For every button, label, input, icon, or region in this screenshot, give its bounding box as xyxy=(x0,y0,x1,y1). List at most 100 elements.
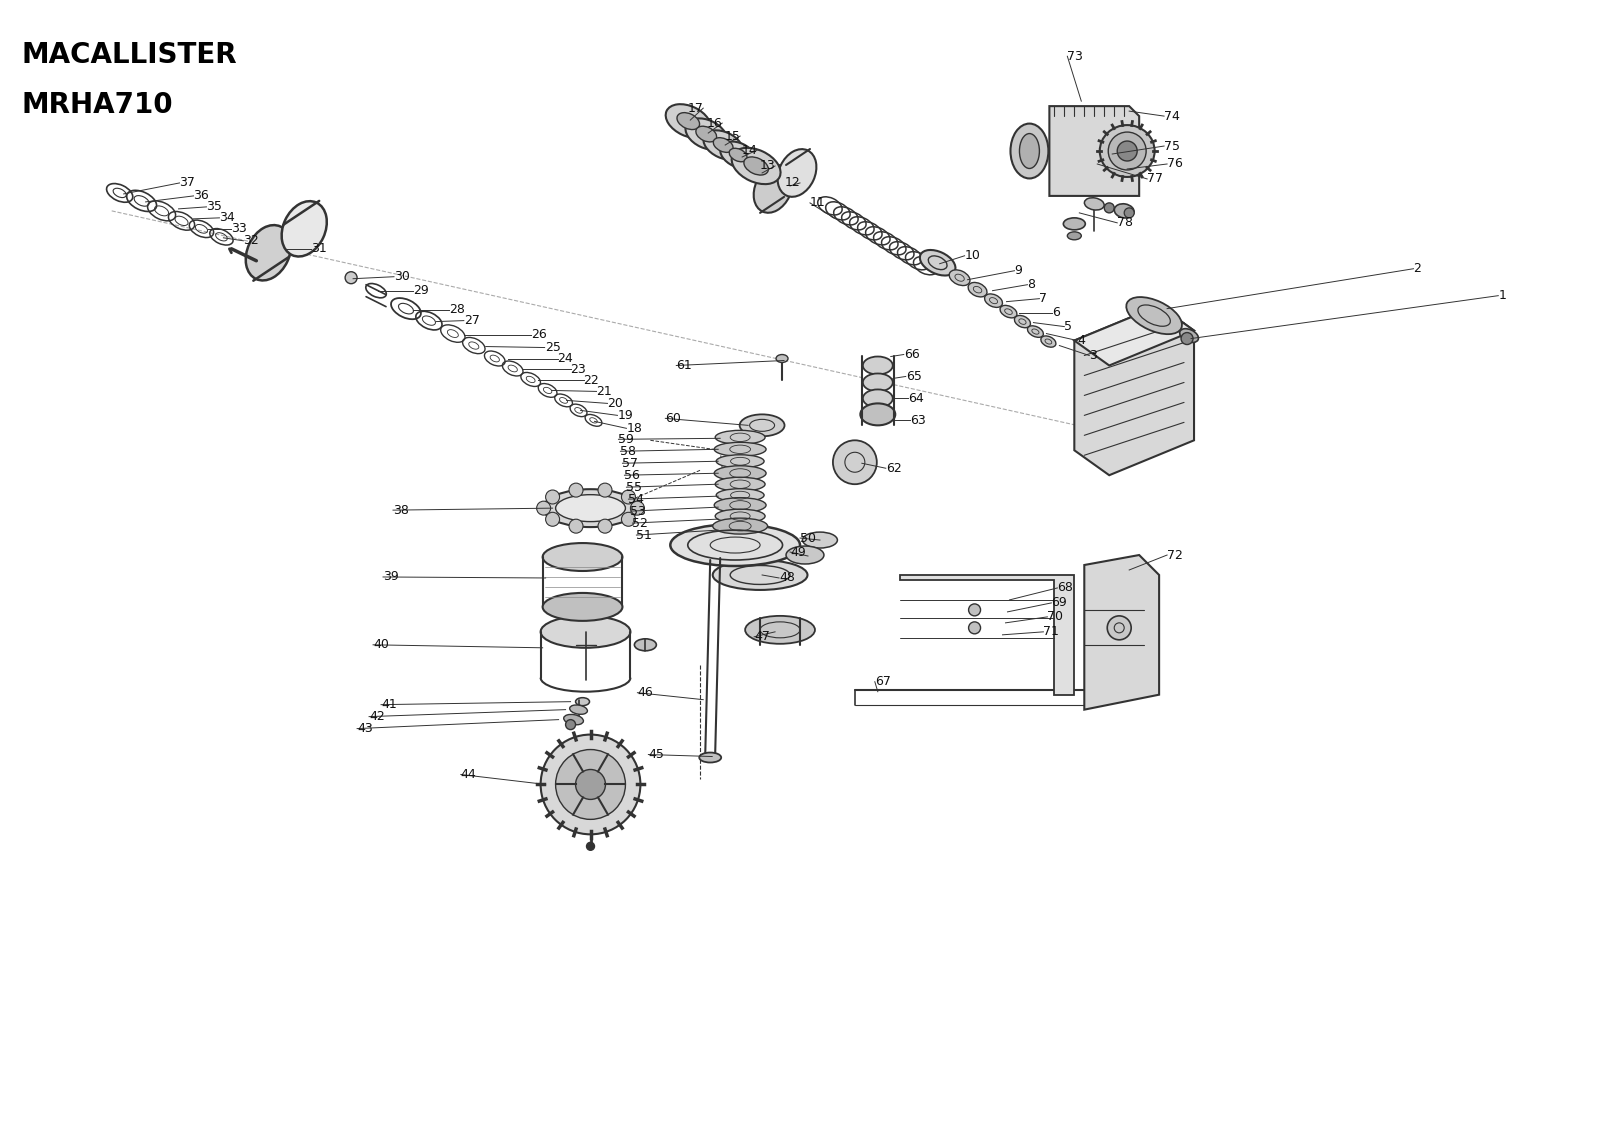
Text: 71: 71 xyxy=(1043,625,1059,638)
Circle shape xyxy=(570,519,582,533)
Ellipse shape xyxy=(714,442,766,457)
Polygon shape xyxy=(899,575,1074,695)
Ellipse shape xyxy=(730,148,747,162)
Text: 78: 78 xyxy=(1117,216,1133,229)
Ellipse shape xyxy=(717,454,765,468)
Circle shape xyxy=(546,512,560,527)
Ellipse shape xyxy=(739,415,784,436)
Text: 53: 53 xyxy=(630,505,646,518)
Text: 23: 23 xyxy=(571,363,586,376)
Text: 60: 60 xyxy=(666,411,682,425)
Text: 2: 2 xyxy=(1413,262,1421,276)
Text: 30: 30 xyxy=(394,270,410,284)
Circle shape xyxy=(1104,203,1114,212)
Ellipse shape xyxy=(712,519,768,534)
Ellipse shape xyxy=(1109,132,1146,170)
Polygon shape xyxy=(1074,305,1194,365)
Text: 38: 38 xyxy=(394,504,410,516)
Ellipse shape xyxy=(1179,329,1198,342)
Text: 68: 68 xyxy=(1058,582,1074,594)
Ellipse shape xyxy=(744,157,768,175)
Text: 29: 29 xyxy=(413,284,429,297)
Text: 14: 14 xyxy=(741,144,757,157)
Ellipse shape xyxy=(1042,336,1056,347)
Ellipse shape xyxy=(803,532,837,548)
Ellipse shape xyxy=(862,356,893,374)
Text: 74: 74 xyxy=(1165,110,1179,123)
Text: 33: 33 xyxy=(232,223,246,235)
Text: 61: 61 xyxy=(677,359,693,372)
Text: 8: 8 xyxy=(1027,278,1035,292)
Text: 25: 25 xyxy=(544,341,560,354)
Text: 77: 77 xyxy=(1147,173,1163,185)
Ellipse shape xyxy=(717,488,765,502)
Text: 45: 45 xyxy=(648,748,664,760)
Ellipse shape xyxy=(1014,315,1030,328)
Text: 51: 51 xyxy=(637,529,653,541)
Ellipse shape xyxy=(920,250,955,276)
Text: 49: 49 xyxy=(790,546,806,558)
Text: 66: 66 xyxy=(904,348,920,360)
Text: 48: 48 xyxy=(779,572,795,584)
Text: 4: 4 xyxy=(1077,334,1085,347)
Text: 34: 34 xyxy=(219,211,235,225)
Text: 52: 52 xyxy=(632,516,648,530)
Text: 44: 44 xyxy=(461,768,477,781)
Text: 3: 3 xyxy=(1090,349,1098,362)
Ellipse shape xyxy=(570,705,587,714)
Text: 47: 47 xyxy=(754,631,770,643)
Text: 43: 43 xyxy=(357,722,373,736)
Ellipse shape xyxy=(968,282,987,297)
Ellipse shape xyxy=(696,127,717,142)
Ellipse shape xyxy=(1027,325,1043,338)
Ellipse shape xyxy=(542,544,622,571)
Ellipse shape xyxy=(746,616,814,644)
Text: 19: 19 xyxy=(618,409,634,421)
Ellipse shape xyxy=(714,466,766,480)
Circle shape xyxy=(587,842,595,850)
Text: 57: 57 xyxy=(622,457,638,470)
Text: 73: 73 xyxy=(1067,50,1083,63)
Ellipse shape xyxy=(714,497,766,513)
Ellipse shape xyxy=(666,104,710,138)
Ellipse shape xyxy=(576,697,589,705)
Circle shape xyxy=(346,271,357,284)
Text: 31: 31 xyxy=(312,242,326,255)
Text: 64: 64 xyxy=(907,392,923,405)
Circle shape xyxy=(1107,616,1131,640)
Text: 39: 39 xyxy=(382,571,398,583)
Ellipse shape xyxy=(704,130,742,159)
Text: 63: 63 xyxy=(910,414,925,427)
Text: 40: 40 xyxy=(373,638,389,651)
Text: 75: 75 xyxy=(1165,139,1181,153)
Ellipse shape xyxy=(862,390,893,408)
Circle shape xyxy=(546,490,560,504)
Ellipse shape xyxy=(635,638,656,651)
Text: 72: 72 xyxy=(1166,548,1182,562)
Text: 28: 28 xyxy=(450,303,464,316)
Ellipse shape xyxy=(542,489,638,527)
Text: 56: 56 xyxy=(624,469,640,481)
Ellipse shape xyxy=(555,495,626,522)
Ellipse shape xyxy=(984,294,1003,307)
Ellipse shape xyxy=(542,593,622,620)
Ellipse shape xyxy=(1085,198,1104,210)
Ellipse shape xyxy=(720,141,757,168)
Ellipse shape xyxy=(1126,297,1182,334)
Ellipse shape xyxy=(1019,133,1040,168)
Ellipse shape xyxy=(246,225,291,280)
Text: 58: 58 xyxy=(621,445,637,458)
Ellipse shape xyxy=(1064,218,1085,229)
Ellipse shape xyxy=(282,201,326,257)
Text: 24: 24 xyxy=(557,353,573,365)
Circle shape xyxy=(621,512,635,527)
Text: 46: 46 xyxy=(637,686,653,699)
Text: 22: 22 xyxy=(584,374,600,386)
Ellipse shape xyxy=(1114,203,1134,218)
Polygon shape xyxy=(1085,555,1158,710)
Ellipse shape xyxy=(731,148,781,184)
Circle shape xyxy=(536,502,550,515)
Circle shape xyxy=(968,622,981,634)
Text: 76: 76 xyxy=(1166,157,1182,171)
Ellipse shape xyxy=(786,546,824,564)
